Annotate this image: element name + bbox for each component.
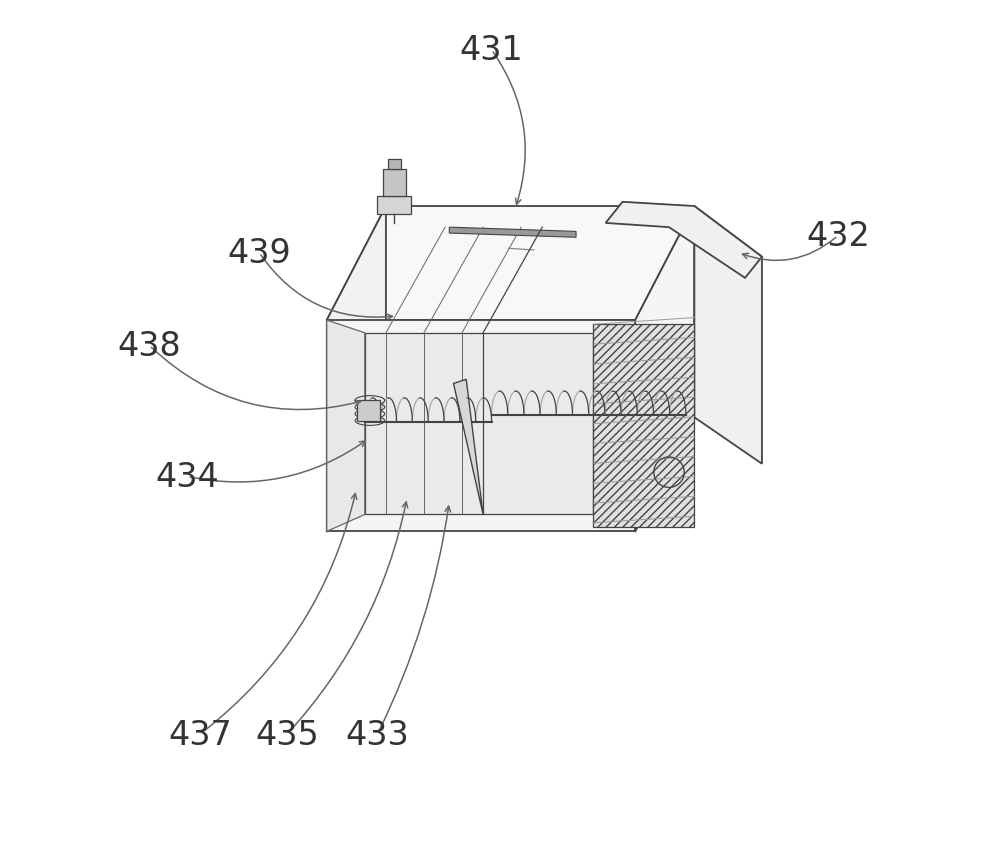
Text: 438: 438 bbox=[118, 329, 181, 363]
Polygon shape bbox=[694, 207, 762, 464]
Text: 434: 434 bbox=[155, 460, 219, 494]
Text: 435: 435 bbox=[255, 717, 319, 751]
Text: 437: 437 bbox=[168, 717, 232, 751]
Polygon shape bbox=[357, 401, 380, 421]
Bar bbox=[388, 160, 401, 170]
Polygon shape bbox=[365, 333, 593, 515]
Bar bbox=[377, 197, 411, 215]
Polygon shape bbox=[449, 228, 576, 238]
Polygon shape bbox=[454, 380, 483, 515]
Polygon shape bbox=[593, 325, 694, 528]
Text: 433: 433 bbox=[346, 717, 409, 751]
Bar bbox=[383, 170, 406, 197]
Polygon shape bbox=[327, 207, 694, 321]
Text: 432: 432 bbox=[806, 219, 870, 253]
Polygon shape bbox=[327, 321, 635, 532]
Polygon shape bbox=[635, 207, 694, 532]
Polygon shape bbox=[606, 203, 762, 279]
Text: 439: 439 bbox=[227, 236, 291, 270]
Polygon shape bbox=[327, 207, 386, 532]
Text: 431: 431 bbox=[460, 34, 523, 68]
Polygon shape bbox=[327, 321, 365, 532]
